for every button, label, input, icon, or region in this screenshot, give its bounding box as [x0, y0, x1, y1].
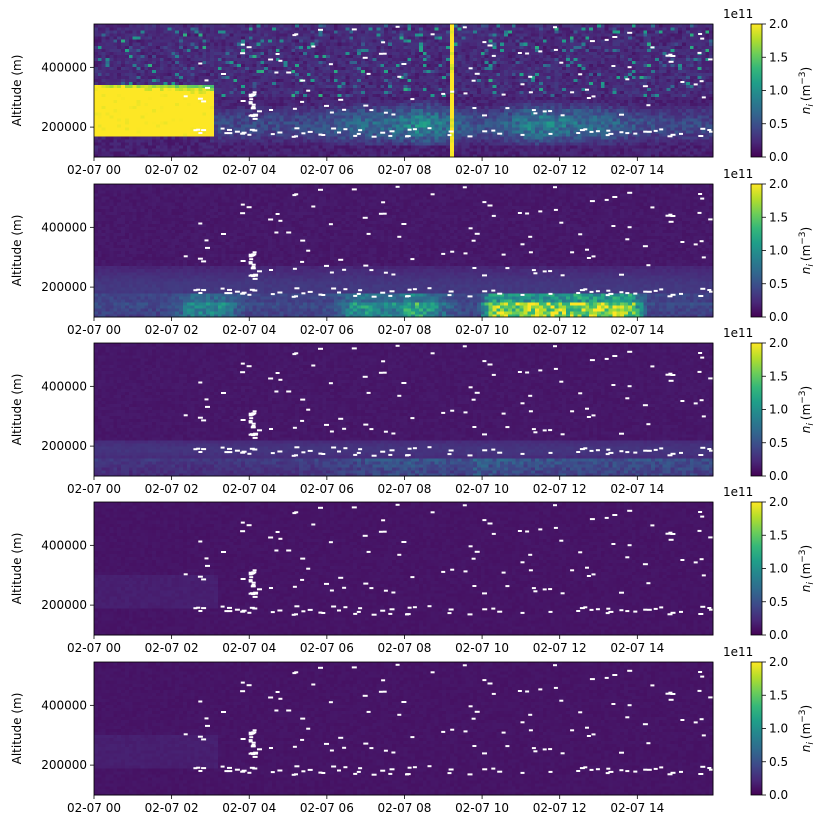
heatmap-cell — [137, 24, 141, 28]
heatmap-cell — [129, 24, 133, 28]
heatmap-cell — [152, 24, 156, 28]
heatmap-cell — [133, 24, 137, 28]
heatmap-cell — [109, 24, 113, 28]
heatmap-cell — [113, 24, 117, 28]
heatmap-cell — [117, 24, 121, 28]
heatmap-cell — [160, 24, 164, 28]
heatmap-cell — [102, 24, 106, 28]
heatmap-cell — [106, 24, 110, 28]
heatmap-cell — [168, 24, 172, 28]
heatmap-cell — [164, 24, 168, 28]
heatmap-cell — [179, 24, 183, 28]
heatmap-cell — [144, 24, 148, 28]
heatmap-cell — [148, 24, 152, 28]
heatmap-cells — [94, 24, 714, 158]
heatmap-cell — [98, 24, 102, 28]
heatmap-cell — [94, 24, 98, 28]
heatmap-cell — [121, 24, 125, 28]
heatmap-cell — [156, 24, 160, 28]
heatmap-cell — [125, 24, 129, 28]
heatmap-cell — [140, 24, 144, 28]
heatmap-cell — [175, 24, 179, 28]
heatmap-cell — [171, 24, 175, 28]
